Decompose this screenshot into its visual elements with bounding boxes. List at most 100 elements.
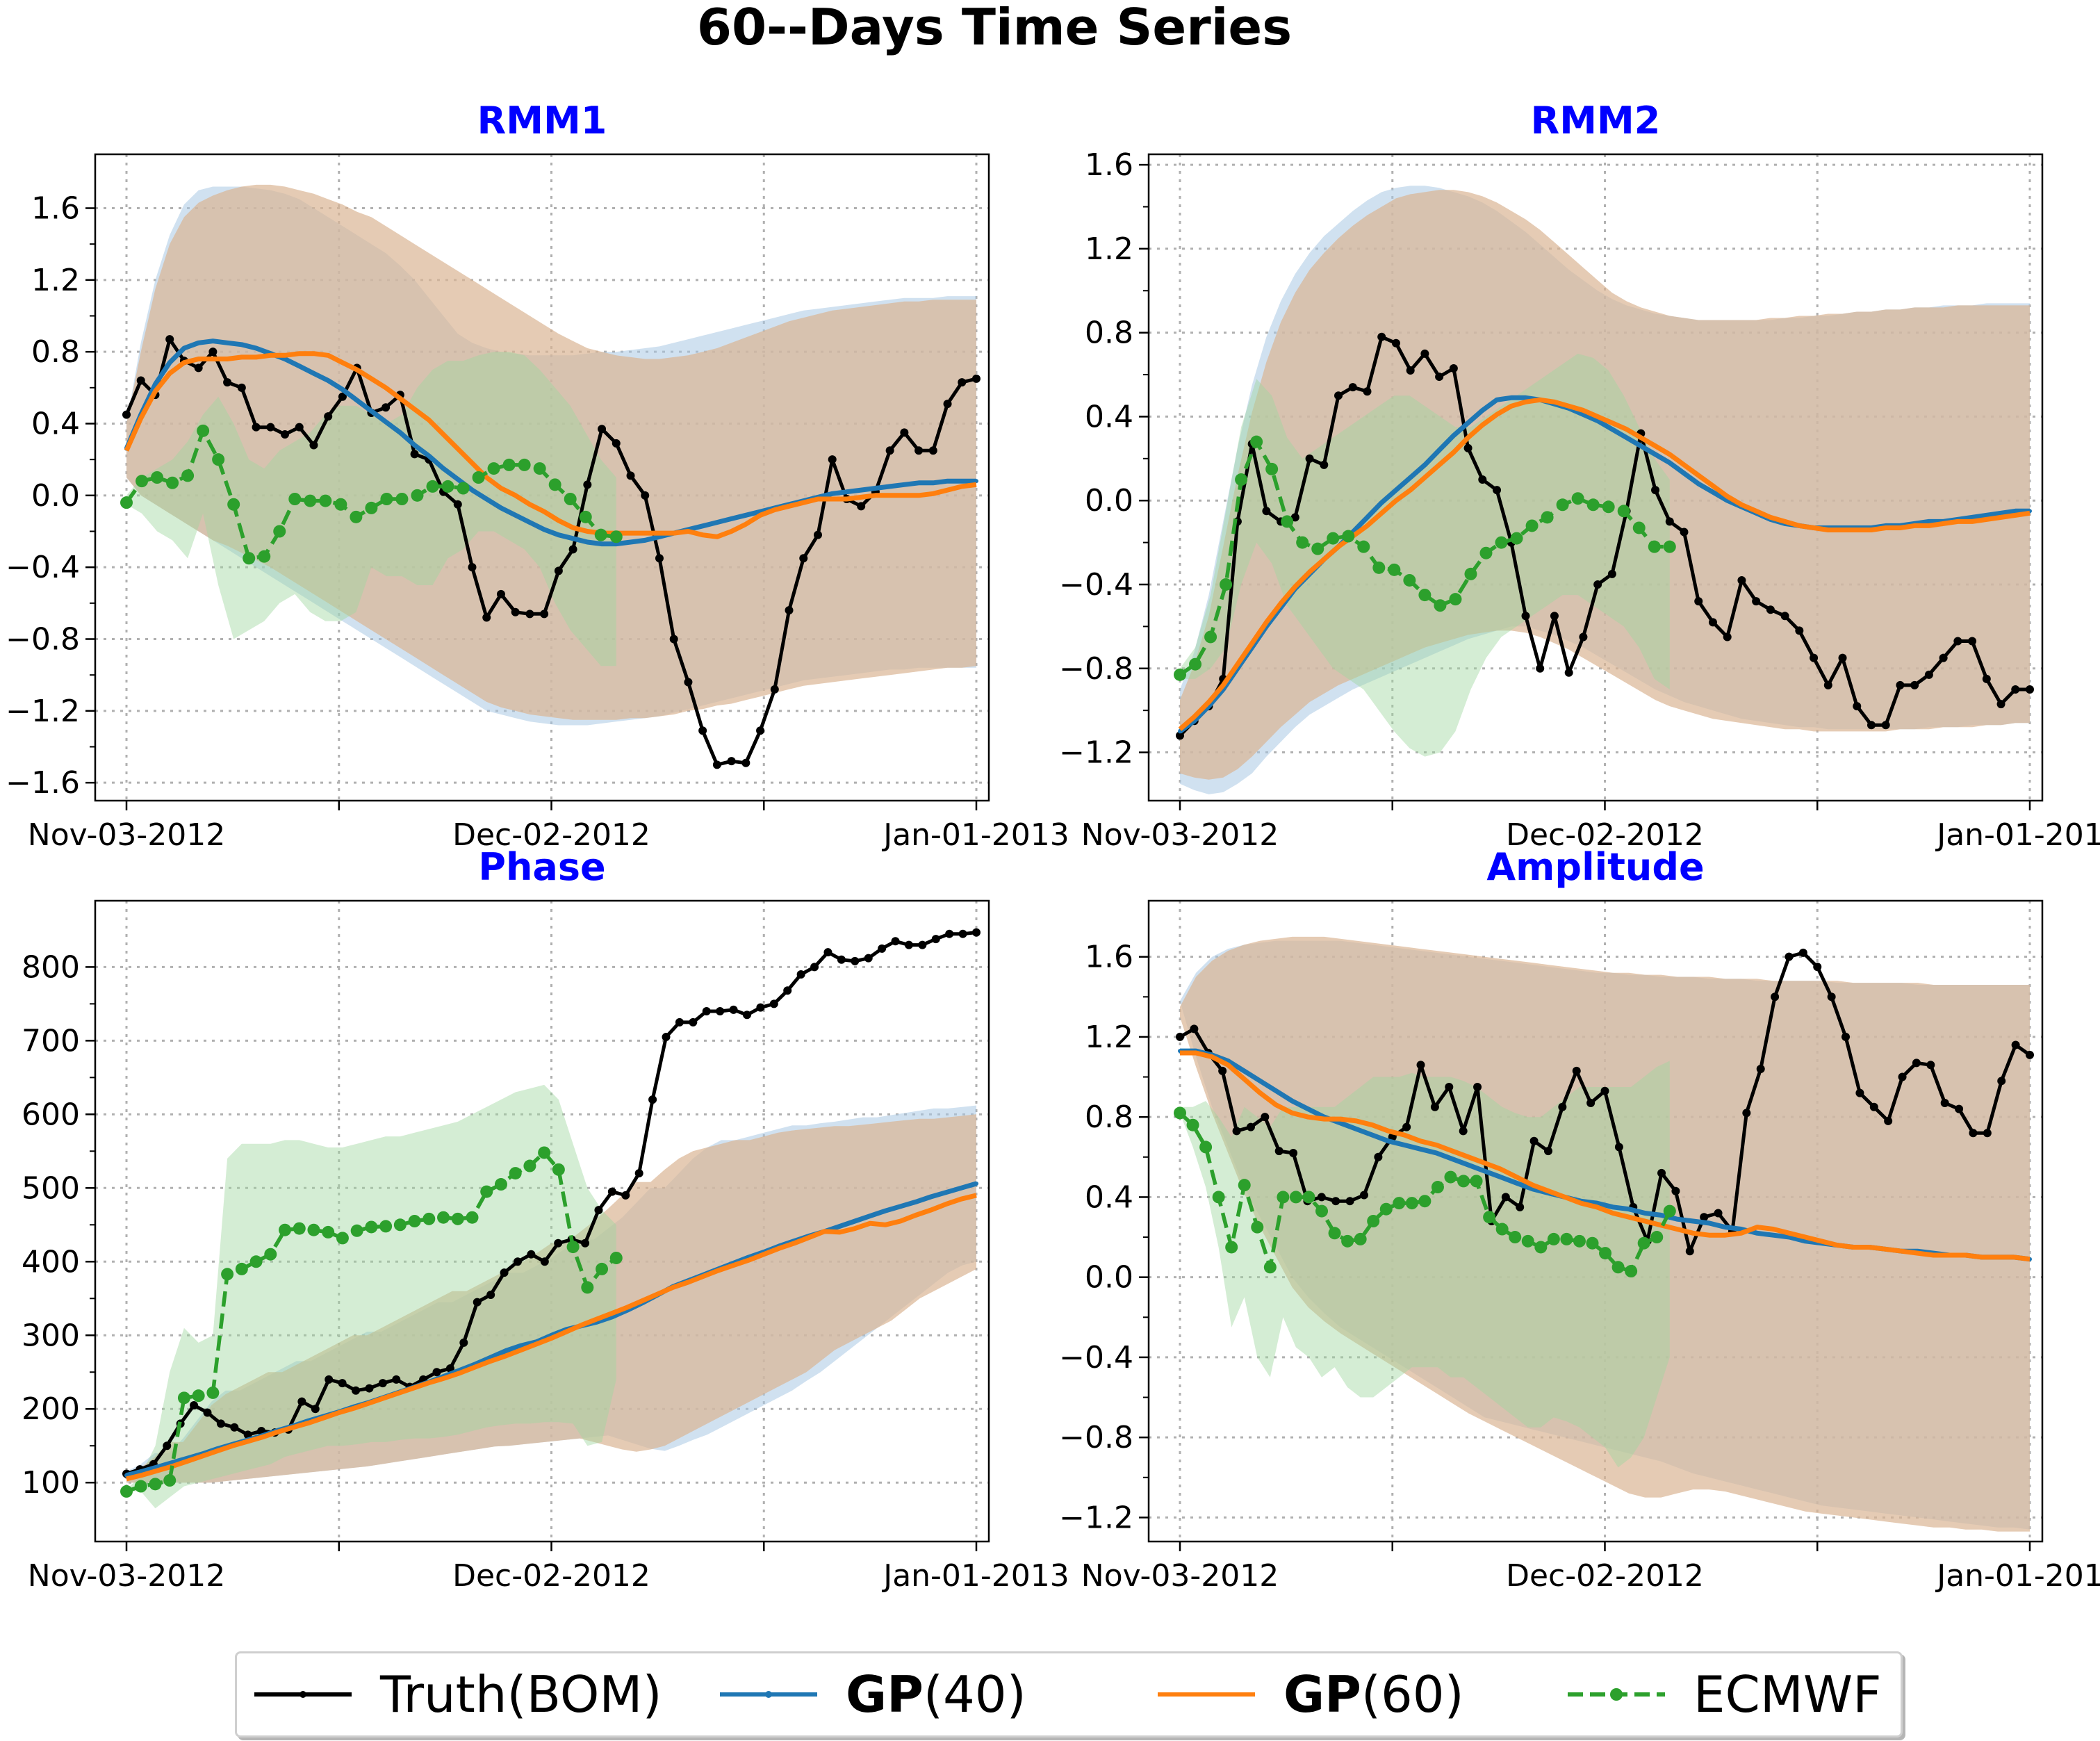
- gp40-point: [960, 479, 965, 484]
- truth-point: [1501, 1193, 1510, 1202]
- truth-point: [943, 400, 952, 409]
- ecmwf-point: [1342, 530, 1355, 543]
- truth-point: [1463, 443, 1473, 452]
- ecmwf-point: [457, 482, 470, 495]
- gp40-point: [930, 480, 935, 485]
- ecmwf-point: [1328, 1227, 1341, 1240]
- truth-point: [513, 1257, 522, 1266]
- gp40-point: [384, 419, 388, 424]
- truth-point: [1867, 721, 1876, 730]
- truth-point: [136, 376, 145, 385]
- truth-point: [1391, 338, 1400, 348]
- gp40-point: [397, 430, 402, 435]
- truth-point: [163, 1441, 172, 1450]
- ecmwf-point: [1281, 515, 1294, 528]
- truth-point: [648, 1095, 657, 1104]
- gp40-point: [873, 486, 878, 491]
- truth-point: [598, 425, 607, 434]
- gp40-point: [600, 541, 605, 546]
- truth-point: [1912, 1059, 1921, 1068]
- truth-point: [1926, 1061, 1935, 1070]
- gp40-point: [211, 338, 215, 343]
- y-tick-label: 1.2: [1085, 1020, 1133, 1055]
- gp40-point: [700, 523, 705, 528]
- axes-frame: [94, 899, 990, 1543]
- truth-point: [581, 1239, 590, 1248]
- ecmwf-point: [1265, 462, 1279, 475]
- gp40-point: [1451, 433, 1456, 438]
- ecmwf-point: [533, 462, 546, 475]
- truth-point: [482, 613, 491, 622]
- y-tick-label: −0.4: [6, 550, 80, 585]
- truth-point: [958, 378, 967, 387]
- gp40-point: [1402, 1143, 1407, 1147]
- truth-point: [230, 1423, 239, 1432]
- truth-point: [281, 430, 290, 439]
- truth-point: [727, 757, 736, 766]
- truth-point: [237, 383, 246, 392]
- truth-point: [655, 554, 664, 563]
- gp40-point: [887, 484, 892, 489]
- truth-point: [540, 610, 549, 619]
- ecmwf-point: [1220, 578, 1233, 591]
- ecmwf-point: [395, 493, 409, 505]
- truth-point: [468, 563, 477, 572]
- truth-point: [1898, 1072, 1907, 1081]
- gp40-point: [1755, 1231, 1759, 1236]
- y-tick-label: 1.6: [1085, 940, 1133, 975]
- ecmwf-point: [596, 1262, 609, 1275]
- y-tick-label: 1.6: [1085, 147, 1133, 183]
- y-tick-label: −0.4: [1059, 567, 1133, 603]
- truth-point: [486, 1290, 495, 1299]
- gp40-point: [714, 520, 719, 525]
- truth-point: [1473, 1082, 1482, 1091]
- gp40-point: [1581, 412, 1586, 417]
- ecmwf-point: [380, 493, 393, 505]
- truth-point: [1262, 507, 1271, 516]
- truth-point: [1694, 597, 1703, 606]
- truth-point: [496, 589, 505, 598]
- truth-point: [459, 1338, 468, 1347]
- ecmwf-point: [1495, 536, 1508, 549]
- truth-point: [1305, 454, 1314, 463]
- y-tick-label: 700: [22, 1023, 80, 1059]
- gp40-point: [1609, 427, 1614, 432]
- ecmwf-point: [1648, 540, 1661, 553]
- ecmwf-point: [1434, 599, 1447, 612]
- gp40-point: [1242, 1068, 1247, 1073]
- ecmwf-point: [1251, 1220, 1264, 1234]
- gp40-point: [1803, 1239, 1807, 1243]
- ecmwf-uncertainty-band: [126, 1084, 616, 1509]
- y-tick-label: −1.2: [6, 694, 80, 729]
- truth-point: [783, 986, 792, 995]
- truth-point: [851, 956, 860, 965]
- ecmwf-point: [163, 1474, 177, 1487]
- ecmwf-point: [1617, 505, 1630, 518]
- gp40-point: [1393, 488, 1398, 493]
- gp40-point: [729, 516, 734, 521]
- truth-point: [1420, 349, 1429, 358]
- gp40-point: [1926, 519, 1931, 524]
- truth-point: [453, 500, 462, 509]
- truth-point: [891, 937, 900, 946]
- ecmwf-point: [487, 462, 500, 475]
- ecmwf-point: [1403, 573, 1416, 587]
- ecmwf-point: [1315, 1204, 1329, 1218]
- truth-point: [194, 363, 203, 373]
- truth-point: [1359, 1191, 1368, 1200]
- ecmwf-point: [1509, 1231, 1522, 1244]
- ecmwf-point: [564, 493, 577, 505]
- gp40-point: [1667, 460, 1672, 465]
- y-tick-label: 0.8: [31, 334, 80, 370]
- y-tick-label: 800: [22, 949, 80, 985]
- gp40-point: [167, 360, 172, 365]
- gp40-point: [455, 477, 460, 482]
- truth-point: [1331, 1197, 1340, 1206]
- gp40-point: [1659, 1213, 1664, 1218]
- ecmwf-point: [1444, 1170, 1457, 1184]
- ecmwf-point: [258, 550, 271, 563]
- ecmwf-point: [609, 530, 623, 543]
- truth-point: [612, 439, 621, 448]
- ecmwf-point: [1560, 1232, 1573, 1245]
- legend-item-gp60: GP(60): [1154, 1653, 1464, 1735]
